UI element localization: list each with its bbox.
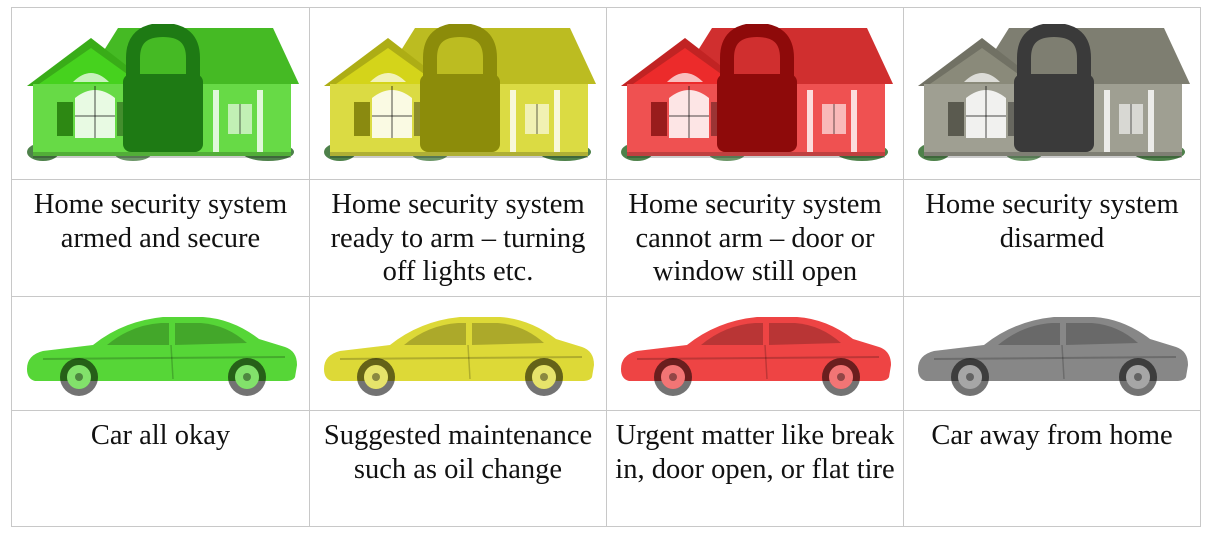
house-with-padlock-icon — [324, 23, 596, 161]
car-icon — [26, 316, 297, 396]
car-away-caption-cell: Car away from home — [904, 411, 1201, 527]
car-maintenance-cell — [310, 297, 607, 411]
car-icon — [918, 316, 1188, 396]
car-okay-caption: Car all okay — [90, 420, 231, 451]
house-cannot-arm-caption-cell: Home security system cannot arm – door o… — [607, 180, 904, 297]
car-okay-cell — [12, 297, 310, 411]
status-legend-table: Home security system armed and secure Ho… — [11, 7, 1201, 527]
house-ready-cell — [310, 8, 607, 180]
house-armed-cell — [12, 8, 310, 180]
house-cannot-arm-cell — [607, 8, 904, 180]
car-urgent-cell — [607, 297, 904, 411]
car-icon — [621, 316, 891, 396]
car-okay-caption-cell: Car all okay — [12, 411, 310, 527]
car-away-caption: Car away from home — [931, 420, 1173, 451]
car-icon — [324, 316, 594, 396]
car-maintenance-caption-cell: Suggested maintenance such as oil change — [310, 411, 607, 527]
house-cannot-arm-caption: Home security system cannot arm – door o… — [628, 189, 882, 287]
car-urgent-caption-cell: Urgent matter like break in, door open, … — [607, 411, 904, 527]
house-armed-caption-cell: Home security system armed and secure — [12, 180, 310, 297]
car-urgent-caption: Urgent matter like break in, door open, … — [615, 420, 895, 485]
house-disarmed-cell — [904, 8, 1201, 180]
house-ready-caption: Home security system ready to arm – turn… — [330, 189, 586, 287]
car-maintenance-caption: Suggested maintenance such as oil change — [323, 420, 593, 485]
house-armed-caption: Home security system armed and secure — [33, 189, 288, 254]
car-away-cell — [904, 297, 1201, 411]
house-disarmed-caption-cell: Home security system disarmed — [904, 180, 1201, 297]
house-with-padlock-icon — [26, 23, 299, 161]
house-ready-caption-cell: Home security system ready to arm – turn… — [310, 180, 607, 297]
house-with-padlock-icon — [621, 23, 893, 161]
house-with-padlock-icon — [918, 23, 1190, 161]
house-disarmed-caption: Home security system disarmed — [925, 189, 1179, 254]
